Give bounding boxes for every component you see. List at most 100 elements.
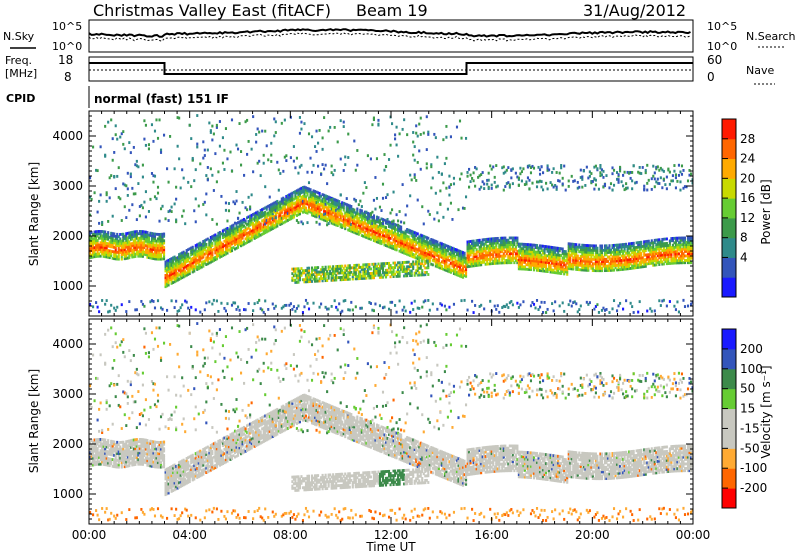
power-cell [460,275,463,279]
power-cell [335,208,338,212]
power-cell [555,171,558,174]
power-cell [123,243,126,247]
power-cell [570,249,573,253]
power-cell [132,246,135,250]
power-cell [434,253,437,257]
power-cell [415,260,418,264]
power-cell [406,246,409,249]
power-cell [489,299,492,303]
power-cell [558,258,561,262]
power-cell [425,254,428,258]
power-cell [410,269,413,273]
power-cell [406,234,409,238]
power-cell [600,257,603,261]
power-cell [191,270,194,274]
power-cell [159,246,163,250]
power-cell [558,265,561,268]
power-cell [252,213,255,216]
power-cell [312,273,315,277]
power-cell [114,250,117,254]
power-cell [433,241,436,245]
power-cell [113,151,116,154]
power-cell [348,211,351,214]
power-cell [315,197,318,201]
power-cell [395,143,398,147]
power-cell [150,243,154,247]
power-cell [212,236,215,240]
power-cell [413,262,416,266]
power-cell [116,257,119,261]
power-cell [371,123,374,127]
power-cell [202,156,205,160]
power-cell [578,185,581,189]
power-cell [535,299,539,302]
power-cell [362,212,365,216]
power-cell [209,242,212,246]
power-cell [496,248,499,252]
power-cell [335,203,338,207]
power-cell [206,237,209,241]
power-cell [179,265,182,269]
power-cell [329,216,332,220]
power-cell [333,222,336,226]
power-cell [181,258,184,262]
power-cell [362,267,365,271]
power-cell [590,180,593,183]
power-cell [505,243,508,247]
power-cell [534,255,537,258]
power-cell [471,248,474,252]
power-cell [176,116,179,120]
power-cell [520,263,523,266]
power-cell [170,299,173,303]
power-cell [353,139,356,143]
power-cell [221,249,224,253]
power-cell [194,262,197,265]
power-cell [172,265,175,269]
power-cell [484,258,487,262]
power-cell [594,164,597,168]
power-cell [172,274,175,278]
power-cell [391,266,394,270]
power-cell [526,261,530,265]
power-cell [406,272,409,275]
power-cell [312,207,315,211]
power-cell [384,275,388,279]
power-cell [156,237,160,241]
power-cell [452,260,456,264]
power-cell [105,251,108,254]
power-cell [227,235,231,238]
power-cell [413,145,416,149]
power-cell [510,247,513,251]
power-cell [471,239,474,243]
power-cell [400,225,403,229]
power-cell [107,310,110,314]
power-cell [294,281,297,284]
power-cell [409,249,412,253]
power-cell [472,179,475,183]
power-cell [555,246,558,250]
power-cell [563,261,566,265]
power-cell [360,234,363,237]
power-cell [187,272,190,276]
power-cell [620,268,623,271]
power-cell [144,143,147,147]
power-cell [442,261,445,264]
power-cell [378,205,382,209]
power-cell [582,250,585,254]
power-cell [286,212,289,215]
power-cell [247,302,250,305]
power-cell [274,203,277,206]
power-cell [413,299,416,303]
power-cell [486,253,489,257]
power-cell [271,209,274,213]
power-cell [187,248,190,252]
power-cell [345,197,348,200]
power-cell [410,271,413,275]
power-cell [332,199,335,203]
power-cell [428,246,431,250]
power-cell [285,154,288,158]
power-cell [588,301,591,305]
power-cell [483,242,486,246]
power-cell [108,240,111,244]
power-cell [200,245,203,249]
